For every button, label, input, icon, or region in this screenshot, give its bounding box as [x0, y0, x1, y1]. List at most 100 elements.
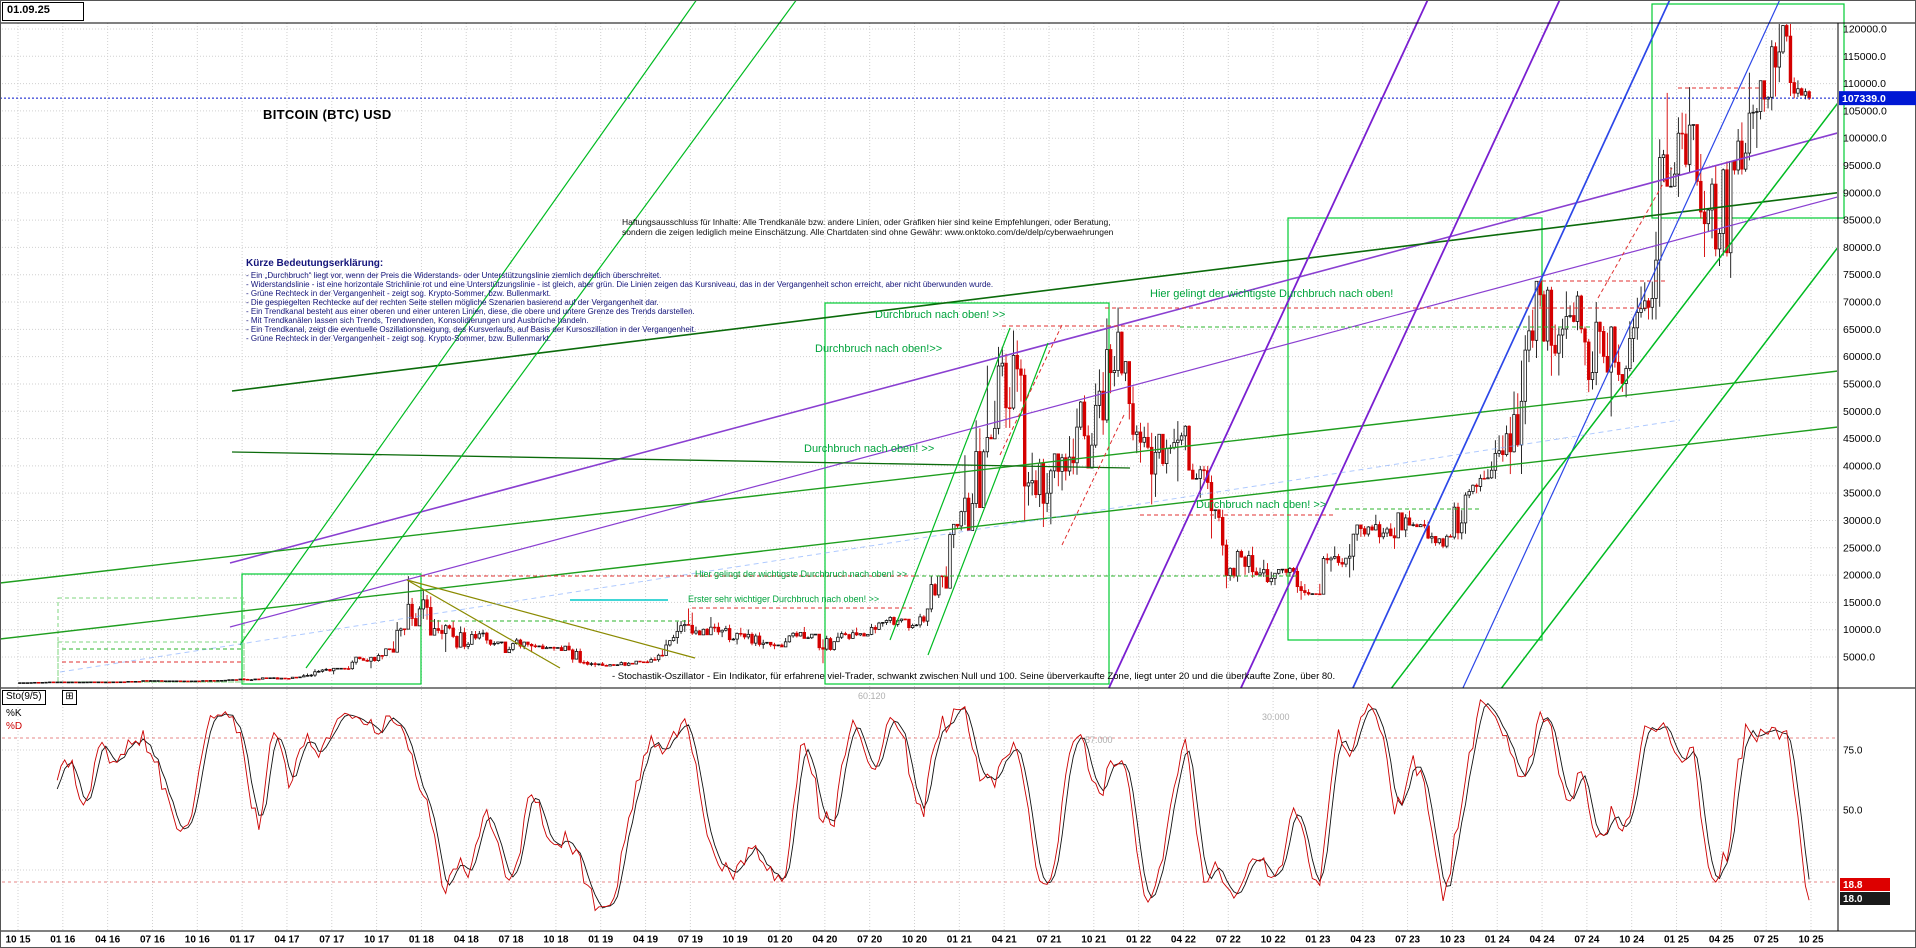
candle-body	[847, 634, 851, 639]
candle-body	[843, 633, 848, 636]
candle-body	[1743, 152, 1748, 170]
candle-body	[1179, 435, 1184, 441]
candle-body	[993, 427, 997, 440]
candle-body	[1340, 562, 1344, 565]
candle-body	[320, 669, 325, 672]
candle-body	[742, 633, 747, 638]
candle-body	[1127, 361, 1131, 405]
candle-body	[197, 680, 201, 683]
candle-body	[903, 618, 907, 621]
candle-body	[466, 643, 470, 647]
candle-body	[1191, 469, 1195, 480]
candle-body	[862, 633, 866, 637]
price-axis-label: 30000.0	[1843, 515, 1881, 527]
candle-body	[275, 677, 280, 680]
candle-body	[623, 662, 627, 666]
candle-body	[1284, 568, 1288, 573]
candle-body	[81, 681, 86, 684]
candle-body	[1785, 25, 1789, 37]
candle-body	[683, 624, 687, 627]
stochastic-d-value: 18.0	[1843, 894, 1863, 905]
candle-body	[1239, 551, 1244, 558]
stochastic-k-value-chip	[1840, 878, 1890, 891]
current-price-tag	[1839, 91, 1916, 106]
candle-body	[981, 451, 986, 508]
candle-body	[944, 576, 948, 589]
candle-body	[29, 682, 33, 684]
candle-body	[821, 647, 825, 650]
candle-body	[1717, 233, 1722, 250]
candle-body	[328, 668, 332, 672]
candle-body	[1616, 361, 1621, 375]
stochastic-indicator-label[interactable]: Sto(9/5)	[2, 690, 46, 705]
candle-body	[810, 633, 814, 639]
candle-body	[776, 644, 780, 647]
time-axis-label: 10 15	[5, 935, 30, 946]
candle-body	[1721, 169, 1725, 234]
candle-body	[1217, 509, 1221, 518]
candle-body	[735, 633, 739, 640]
candle-body	[1262, 569, 1266, 574]
candle-body	[410, 603, 414, 619]
candle-body	[1228, 567, 1232, 577]
legend-item: - Die gespiegelten Rechtecke auf der rec…	[246, 298, 659, 307]
candle-body	[455, 636, 459, 648]
candle-body	[1232, 567, 1236, 577]
candlestick-series	[18, 24, 1811, 684]
candle-body	[1575, 295, 1580, 322]
candle-body	[302, 675, 306, 678]
candle-body	[1355, 524, 1359, 535]
time-axis-label: 04 21	[992, 935, 1017, 946]
candle-body	[974, 451, 978, 504]
candle-body	[914, 624, 919, 627]
candle-body	[447, 625, 452, 629]
breakout-annotation: Hier gelingt der wichtigste Durchbruch n…	[695, 569, 907, 579]
candle-body	[399, 628, 403, 631]
candle-body	[1400, 512, 1404, 531]
candle-body	[1613, 326, 1617, 363]
candle-body	[937, 575, 941, 596]
candle-body	[268, 677, 272, 680]
candle-body	[869, 627, 874, 635]
candle-body	[1792, 82, 1796, 94]
time-axis-label: 10 24	[1619, 935, 1644, 946]
trend-line	[1061, 414, 1125, 546]
candle-body	[1751, 111, 1755, 114]
time-axis-label: 01 18	[409, 935, 434, 946]
candle-body	[612, 664, 616, 666]
candle-body	[305, 675, 310, 677]
stochastic-expand-button[interactable]: ⊞	[62, 690, 77, 705]
trend-line	[927, 342, 1049, 656]
candle-body	[511, 643, 515, 650]
candle-body	[608, 664, 612, 667]
candle-body	[1153, 451, 1158, 475]
candle-body	[313, 671, 317, 676]
candle-body	[324, 668, 328, 671]
candle-body	[1269, 577, 1273, 583]
candle-body	[813, 633, 818, 636]
candle-body	[331, 667, 336, 672]
candle-body	[668, 640, 672, 646]
candle-body	[1676, 132, 1681, 175]
candle-body	[96, 681, 101, 684]
time-axis-label: 04 25	[1709, 935, 1734, 946]
candle-body	[36, 681, 41, 684]
price-axis-label: 105000.0	[1843, 105, 1887, 117]
candle-body	[1108, 349, 1113, 374]
candle-body	[485, 632, 489, 641]
candle-body	[1299, 586, 1303, 591]
candle-body	[257, 678, 261, 681]
candle-body	[1557, 334, 1561, 354]
candle-body	[481, 632, 485, 635]
legend-item: - Grüne Rechteck in der Vergangenheit - …	[246, 289, 552, 298]
candle-body	[537, 645, 541, 648]
candle-body	[1026, 482, 1031, 487]
candle-body	[892, 617, 896, 625]
candle-body	[750, 633, 754, 644]
candle-body	[1702, 211, 1707, 225]
candle-body	[1019, 368, 1023, 376]
candle-body	[1123, 361, 1128, 374]
candle-body	[1493, 453, 1498, 471]
candle-body	[444, 625, 448, 634]
